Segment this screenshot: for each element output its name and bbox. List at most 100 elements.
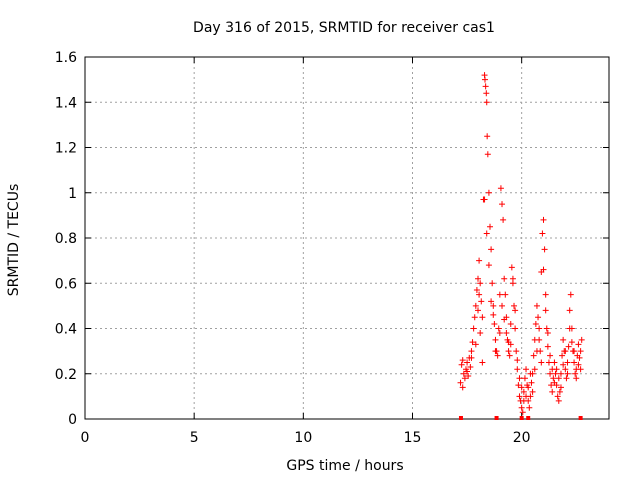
data-point [458, 416, 463, 420]
data-point [497, 185, 504, 192]
data-point [515, 382, 522, 389]
data-point [520, 388, 527, 395]
data-point [543, 325, 550, 332]
data-point [518, 404, 525, 411]
data-point [519, 416, 524, 420]
data-point [491, 320, 498, 327]
data-point [573, 375, 580, 382]
data-point [578, 336, 585, 343]
data-point [578, 416, 583, 420]
data-point [481, 76, 488, 83]
data-point [529, 388, 536, 395]
data-point [547, 370, 554, 377]
data-point [533, 302, 540, 309]
data-point [513, 348, 520, 355]
data-point [544, 330, 551, 337]
data-point [487, 223, 494, 230]
data-point [539, 230, 546, 237]
data-point [556, 388, 563, 395]
data-point [523, 393, 530, 400]
data-point [459, 384, 466, 391]
data-point [512, 325, 519, 332]
y-tick-label: 1.6 [55, 50, 77, 66]
data-point [560, 361, 567, 368]
data-point [489, 280, 496, 287]
data-point [518, 384, 525, 391]
data-point [528, 379, 535, 386]
data-point [502, 291, 509, 298]
data-point [505, 339, 512, 346]
data-point [562, 348, 569, 355]
data-point [514, 357, 521, 364]
data-point [565, 343, 572, 350]
data-point [508, 264, 515, 271]
data-point [540, 266, 547, 273]
data-point [575, 361, 582, 368]
data-point [531, 366, 538, 373]
data-point [575, 341, 582, 348]
data-point [527, 370, 534, 377]
data-point [496, 291, 503, 298]
data-point [512, 307, 519, 314]
data-point [483, 99, 490, 106]
data-point [538, 359, 545, 366]
data-point [552, 370, 559, 377]
data-point [458, 361, 465, 368]
data-point [544, 343, 551, 350]
y-tick-label: 0.2 [55, 367, 77, 383]
data-point [499, 201, 506, 208]
data-point [520, 397, 527, 404]
data-point [496, 330, 503, 337]
data-point [475, 275, 481, 282]
data-point [551, 359, 558, 366]
data-point [536, 325, 543, 332]
data-point [469, 339, 476, 346]
y-axis-label: SRMTID / TECUs [6, 184, 22, 297]
data-point [560, 336, 567, 343]
y-tick-label: 0.4 [55, 322, 77, 338]
data-point [467, 363, 474, 370]
data-point [507, 320, 514, 327]
data-point [499, 302, 506, 309]
x-axis: 0 5 10 15 20 [81, 57, 531, 446]
data-point [485, 262, 492, 269]
data-point [526, 416, 531, 420]
data-point [490, 302, 497, 309]
data-point [533, 348, 540, 355]
data-point [481, 196, 488, 203]
data-point [479, 359, 486, 366]
data-point [545, 359, 552, 366]
data-point [550, 375, 557, 382]
data-point [540, 216, 547, 223]
data-point [482, 83, 489, 90]
data-point [563, 375, 570, 382]
data-point [503, 330, 510, 337]
data-point [483, 230, 490, 237]
data-point [566, 325, 573, 332]
data-point [464, 368, 471, 375]
data-point [472, 341, 479, 348]
x-axis-label: GPS time / hours [286, 458, 403, 474]
data-point [577, 366, 584, 373]
data-point [559, 352, 566, 359]
data-point [535, 314, 542, 321]
data-point [509, 275, 516, 282]
data-point [485, 189, 492, 196]
data-point [501, 316, 508, 323]
data-point [526, 404, 533, 411]
data-point [525, 384, 532, 391]
data-point [477, 280, 484, 287]
data-points [457, 72, 585, 420]
data-point [547, 352, 554, 359]
data-point [476, 257, 483, 264]
x-tick-label: 15 [404, 430, 422, 446]
data-point [553, 366, 560, 373]
data-point [554, 393, 561, 400]
data-point [464, 359, 471, 366]
data-point [490, 311, 497, 318]
data-point [542, 307, 549, 314]
y-tick-label: 0 [68, 412, 77, 428]
x-tick-label: 0 [81, 430, 90, 446]
data-point [511, 302, 518, 309]
